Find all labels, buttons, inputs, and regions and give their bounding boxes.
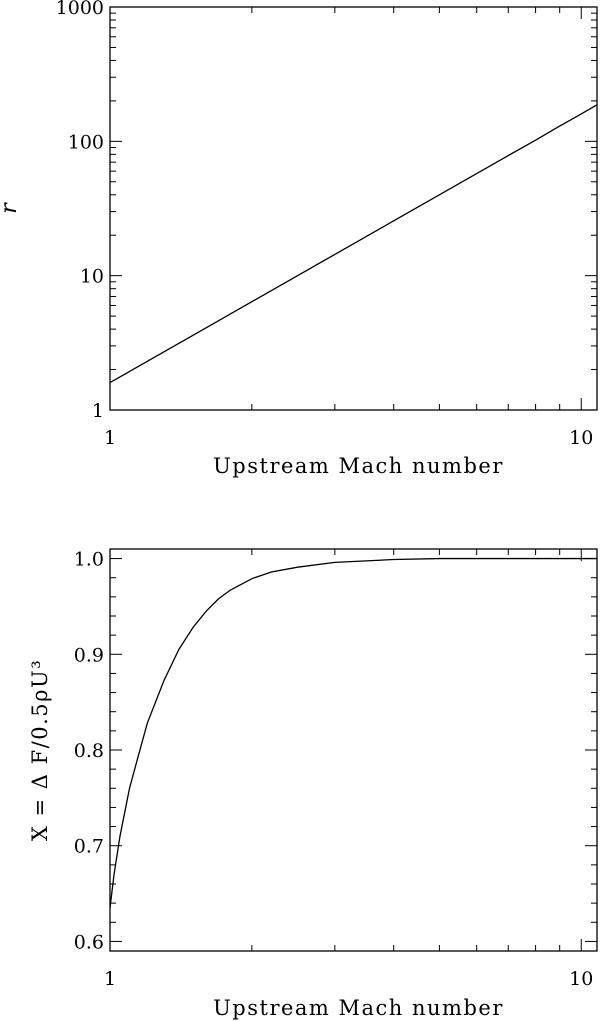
ticks-top xyxy=(109,6,597,411)
x-tick-label: 1 xyxy=(104,968,116,990)
plot-frame-top xyxy=(109,6,598,411)
x-tick-label: 10 xyxy=(569,427,593,449)
ticks-bottom xyxy=(109,549,597,951)
y-tick-label: 1 xyxy=(92,400,104,422)
y-tick-label: 1000 xyxy=(56,0,104,19)
y-tick-label: 1.0 xyxy=(74,549,104,571)
y-tick-label: 10 xyxy=(80,266,104,288)
y-tick-label: 0.7 xyxy=(74,836,104,858)
panel-bottom: 1 100.60.70.80.91.0 Upstream Mach number … xyxy=(28,548,598,1020)
series-line-r xyxy=(109,104,598,384)
y-tick-label: 100 xyxy=(68,131,104,153)
tick-labels-top: 1 10 1 10 100 1000 xyxy=(56,0,594,449)
x-tick-label: 10 xyxy=(569,968,593,990)
series-line-x xyxy=(109,557,597,909)
x-axis-title-top: Upstream Mach number xyxy=(213,454,504,478)
tick-labels-bottom: 1 10 0.6 0.7 0.8 0.9 1.0 xyxy=(74,549,594,990)
y-axis-title-bottom: X = Δ F/0.5ρU³ xyxy=(28,659,52,841)
y-axis-title-top: r xyxy=(0,202,22,214)
y-tick-label: 0.8 xyxy=(74,740,104,762)
x-tick-label: 1 xyxy=(104,427,116,449)
y-tick-label: 0.9 xyxy=(74,644,104,666)
panel-top: 1 10 1 10 100 1000 Upstream Mach number r xyxy=(0,0,598,478)
y-tick-label: 0.6 xyxy=(74,931,104,953)
plot-frame-bottom xyxy=(109,548,598,952)
x-axis-title-bottom: Upstream Mach number xyxy=(213,996,504,1020)
